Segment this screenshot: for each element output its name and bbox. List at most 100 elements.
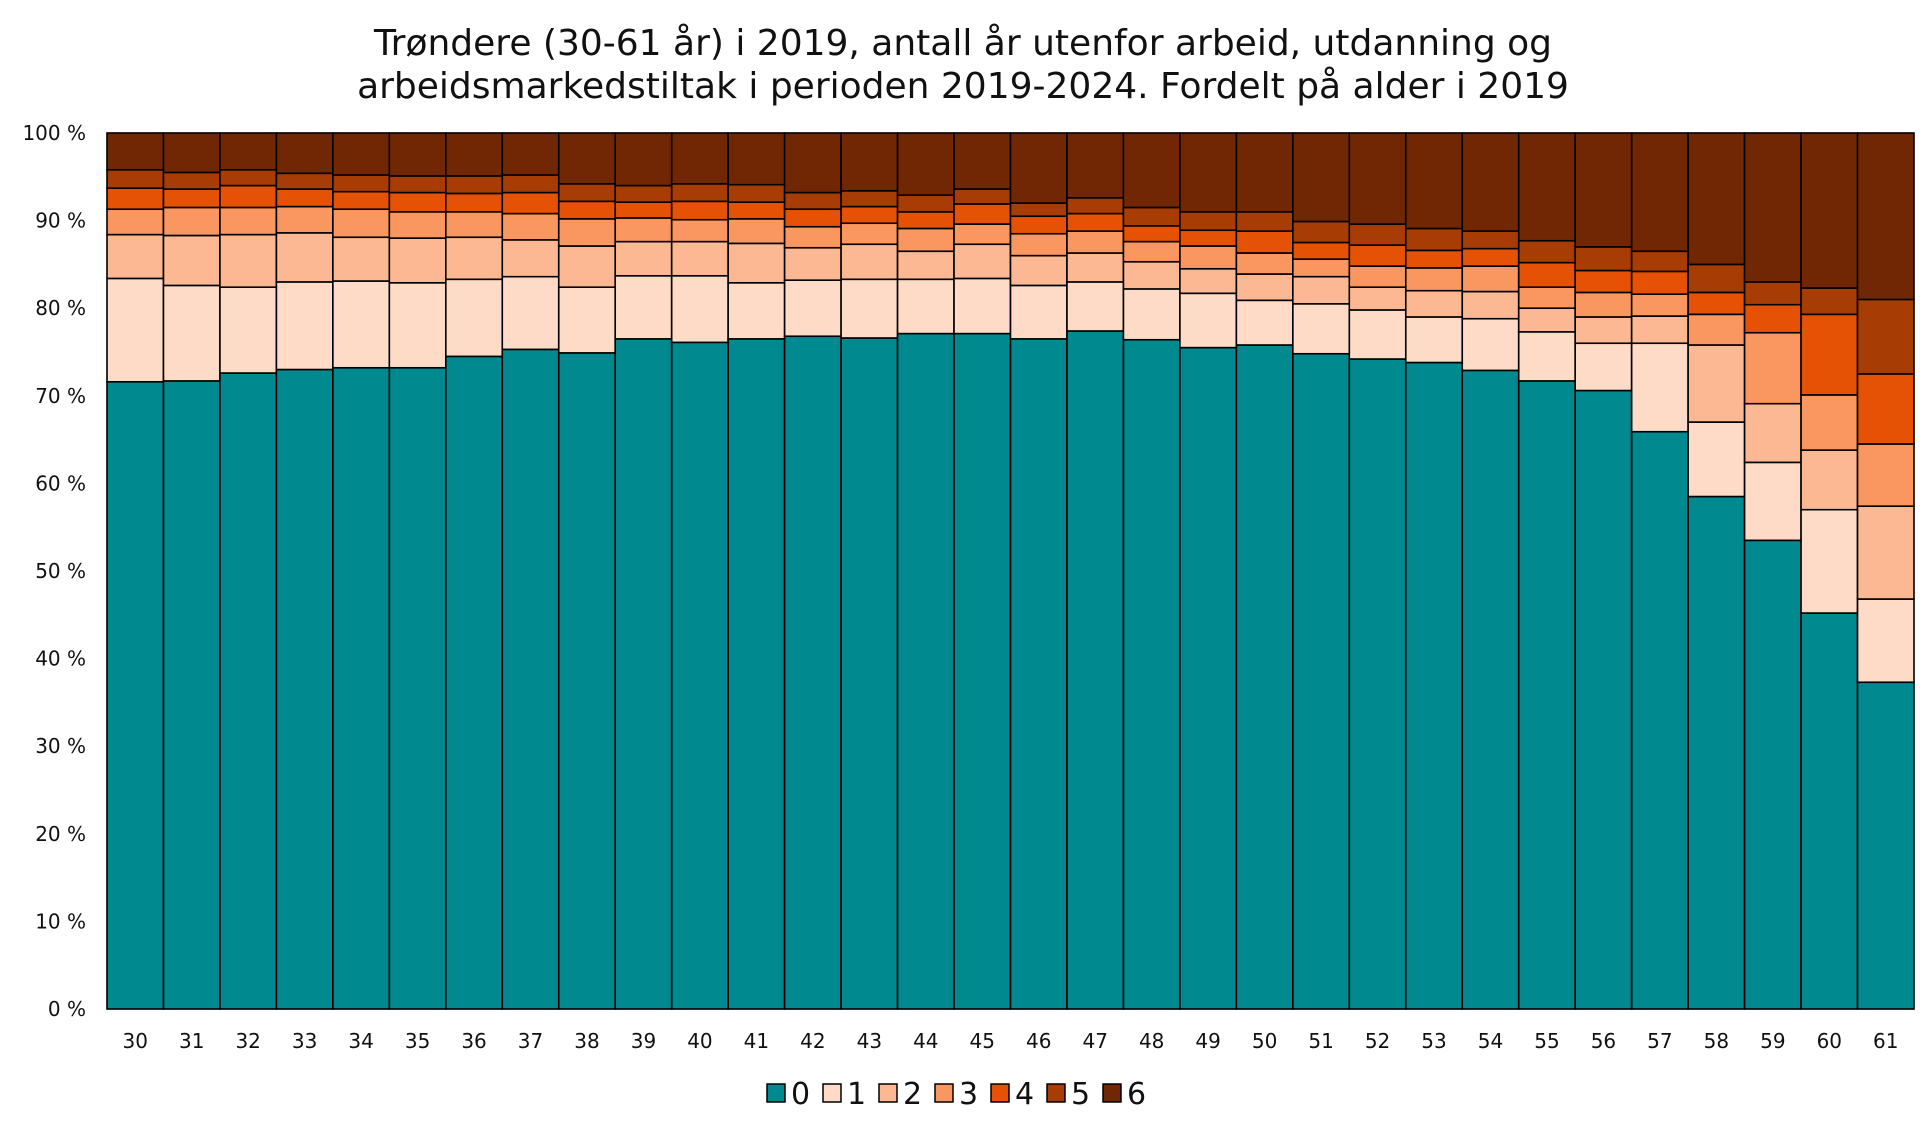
y-tick-label: 100 % — [22, 121, 86, 145]
x-tick-label: 61 — [1873, 1029, 1898, 1053]
x-tick-label: 45 — [970, 1029, 995, 1053]
x-tick-label: 42 — [800, 1029, 825, 1053]
bar-segment-37-6 — [501, 132, 560, 176]
x-tick-label: 41 — [744, 1029, 769, 1053]
bar-segment-52-6 — [1348, 132, 1407, 225]
bar-segment-48-3 — [1122, 240, 1181, 263]
x-tick-label: 56 — [1591, 1029, 1616, 1053]
y-tick-label: 80 % — [35, 296, 86, 320]
bar-segment-39-0 — [614, 338, 673, 1010]
bar-segment-51-3 — [1292, 258, 1351, 278]
bar-segment-59-2 — [1743, 402, 1802, 464]
bar-segment-57-5 — [1630, 250, 1689, 273]
bar-segment-53-0 — [1404, 361, 1464, 1010]
bar-segment-44-1 — [896, 278, 955, 335]
legend-swatch-1 — [822, 1083, 842, 1103]
bar-segment-61-3 — [1856, 443, 1915, 507]
bar-segment-48-5 — [1122, 206, 1181, 227]
bar-segment-36-2 — [445, 236, 504, 281]
bar-segment-30-5 — [106, 168, 165, 189]
y-tick-label: 0 % — [48, 997, 86, 1021]
bar-segment-56-0 — [1574, 389, 1633, 1010]
legend-label-4: 4 — [1015, 1077, 1034, 1112]
bar-segment-53-1 — [1404, 316, 1464, 364]
x-tick-label: 55 — [1534, 1029, 1559, 1053]
bar-segment-44-2 — [896, 250, 955, 281]
legend-swatch-4 — [990, 1083, 1010, 1103]
bar-segment-47-1 — [1066, 281, 1125, 332]
bar-segment-33-3 — [275, 205, 334, 234]
bar-segment-45-5 — [953, 188, 1012, 205]
x-tick-label: 47 — [1082, 1029, 1107, 1053]
bar-segment-59-4 — [1743, 303, 1802, 334]
bar-segment-54-6 — [1461, 132, 1520, 232]
bar-segment-50-1 — [1235, 299, 1294, 346]
bar-segment-40-0 — [670, 341, 729, 1010]
legend-swatch-3 — [934, 1083, 954, 1103]
bar-segment-51-5 — [1292, 220, 1351, 244]
x-tick-label: 52 — [1365, 1029, 1390, 1053]
bar-segment-61-0 — [1856, 681, 1915, 1010]
x-tick-label: 51 — [1308, 1029, 1333, 1053]
legend-swatch-2 — [878, 1083, 898, 1103]
bar-segment-41-5 — [727, 183, 786, 204]
bar-segment-58-1 — [1687, 421, 1746, 498]
bar-segment-30-3 — [106, 208, 165, 236]
bar-segment-59-6 — [1743, 132, 1802, 283]
bar-segment-61-6 — [1856, 132, 1915, 301]
bar-segment-31-0 — [162, 380, 221, 1010]
bar-segment-49-2 — [1179, 267, 1238, 295]
x-tick-label: 50 — [1252, 1029, 1277, 1053]
bar-segment-35-3 — [388, 211, 447, 239]
bar-segment-31-3 — [162, 206, 221, 237]
bar-segment-43-3 — [840, 222, 899, 246]
bar-segment-40-1 — [670, 274, 729, 344]
bar-segment-51-4 — [1292, 241, 1351, 260]
bar-segment-43-0 — [840, 337, 899, 1010]
bar-segment-39-6 — [614, 132, 673, 187]
bar-segment-54-0 — [1461, 369, 1520, 1010]
bar-segment-43-6 — [840, 132, 899, 192]
bar-segment-46-0 — [1009, 338, 1068, 1010]
bar-segment-32-4 — [219, 184, 278, 209]
bar-segment-31-6 — [162, 132, 221, 174]
bar-segment-60-5 — [1800, 287, 1859, 316]
bar-segment-33-1 — [275, 281, 334, 371]
bar-segment-47-5 — [1066, 197, 1125, 215]
x-tick-label: 58 — [1704, 1029, 1729, 1053]
bar-segment-34-5 — [332, 174, 391, 193]
bar-segment-49-3 — [1179, 245, 1238, 270]
x-axis: 30 31 32 33 34 35 36 37 38 39 40 41 42 43 44 45 46 47 48 49… — [123, 1029, 1899, 1053]
x-tick-label: 60 — [1817, 1029, 1842, 1053]
bar-segment-49-1 — [1179, 292, 1238, 349]
bar-segment-31-4 — [162, 188, 221, 209]
bar-segment-33-6 — [275, 132, 334, 175]
bar-segment-41-3 — [727, 218, 786, 245]
legend-swatch-6 — [1102, 1083, 1122, 1103]
y-tick-label: 20 % — [35, 822, 86, 846]
bar-segment-42-4 — [783, 208, 842, 228]
bar-segment-35-5 — [388, 175, 447, 194]
legend: 0 1 2 3 4 5 6 — [766, 1077, 1146, 1112]
bar-segment-44-4 — [896, 211, 955, 230]
bar-segment-45-0 — [953, 332, 1012, 1010]
bar-segment-55-6 — [1517, 132, 1576, 242]
bar-segment-44-3 — [896, 227, 955, 253]
bar-segment-36-1 — [445, 278, 504, 358]
bar-segment-59-1 — [1743, 461, 1802, 542]
bar-segment-48-6 — [1122, 132, 1181, 209]
chart-title-line-1: Trøndere (30-61 år) i 2019, antall år ut… — [373, 23, 1552, 64]
bar-segment-46-1 — [1009, 284, 1068, 340]
bar-segment-33-2 — [275, 232, 334, 283]
y-tick-label: 60 % — [35, 471, 86, 495]
bar-segment-52-4 — [1348, 244, 1407, 267]
bar-segment-42-6 — [783, 132, 842, 194]
bar-segment-56-3 — [1574, 291, 1633, 318]
bar-segment-57-1 — [1630, 342, 1689, 433]
bar-segment-55-2 — [1517, 307, 1576, 333]
bar-segment-56-4 — [1574, 269, 1633, 294]
bar-segment-51-1 — [1292, 303, 1351, 355]
bar-segment-38-0 — [557, 352, 617, 1010]
bar-segment-53-6 — [1404, 132, 1464, 230]
